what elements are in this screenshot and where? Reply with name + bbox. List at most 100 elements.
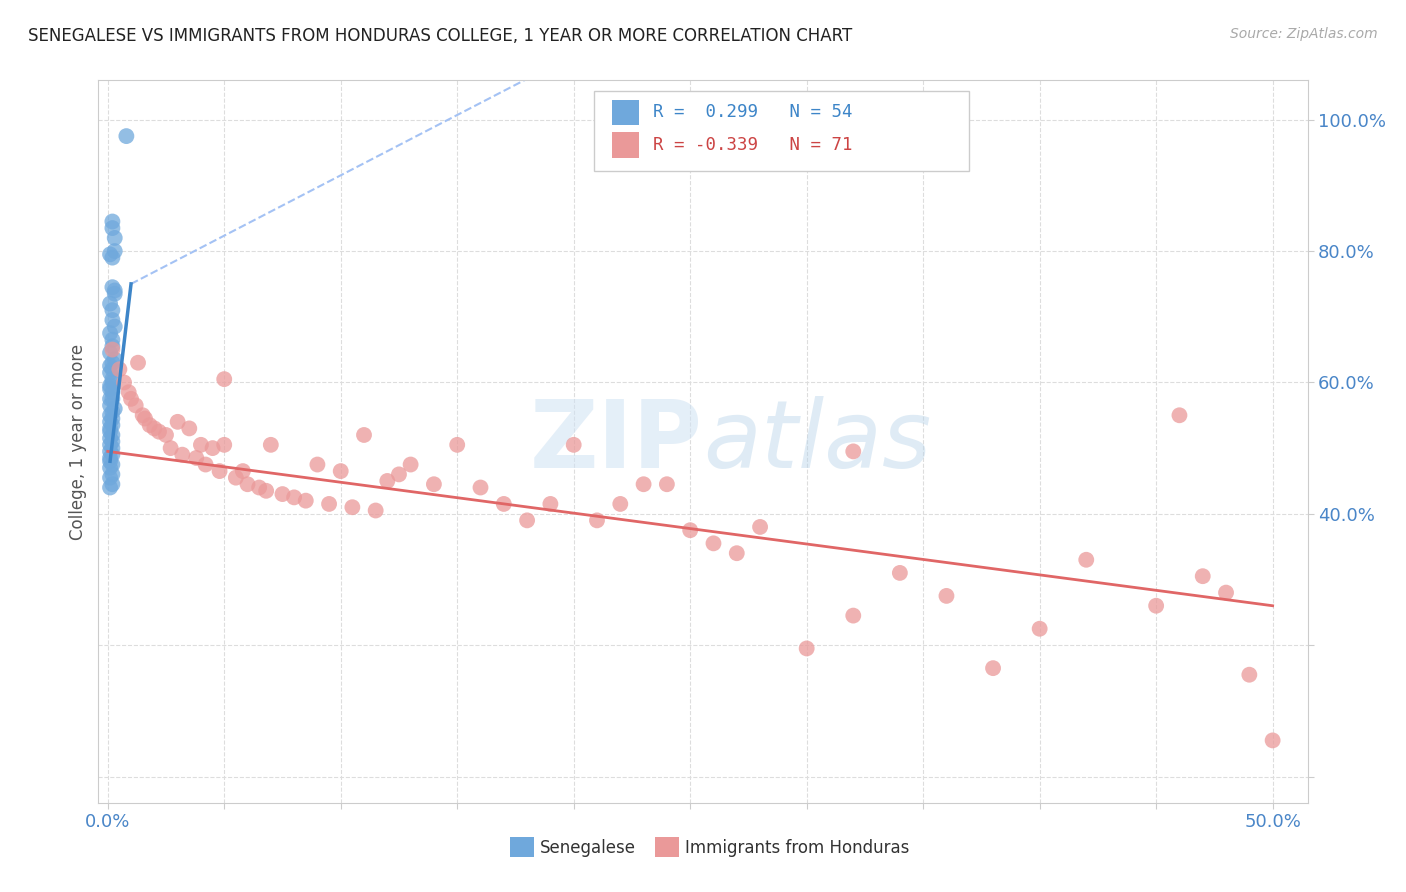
Text: Source: ZipAtlas.com: Source: ZipAtlas.com	[1230, 27, 1378, 41]
Point	[104, 284, 127, 298]
Point	[935, 589, 957, 603]
Point	[186, 450, 208, 465]
Point	[388, 467, 411, 482]
Point	[101, 280, 124, 294]
Point	[101, 214, 124, 228]
Point	[842, 444, 865, 458]
Point	[538, 497, 561, 511]
Point	[104, 319, 127, 334]
Point	[212, 438, 235, 452]
Point	[236, 477, 259, 491]
Point	[609, 497, 631, 511]
Point	[260, 438, 283, 452]
Point	[155, 428, 177, 442]
Point	[101, 221, 124, 235]
Point	[1191, 569, 1213, 583]
Point	[1261, 733, 1284, 747]
Point	[796, 641, 818, 656]
Point	[1168, 409, 1191, 423]
Point	[101, 333, 124, 347]
Point	[138, 418, 160, 433]
Point	[159, 441, 181, 455]
Point	[101, 428, 124, 442]
Text: atlas: atlas	[703, 396, 931, 487]
FancyBboxPatch shape	[509, 837, 534, 857]
Point	[725, 546, 748, 560]
Point	[423, 477, 446, 491]
Point	[101, 477, 124, 491]
Point	[470, 481, 492, 495]
Point	[98, 366, 121, 380]
Point	[143, 421, 166, 435]
Point	[98, 444, 121, 458]
FancyBboxPatch shape	[655, 837, 679, 857]
Point	[104, 231, 127, 245]
Point	[101, 339, 124, 353]
Point	[101, 418, 124, 433]
Text: Immigrants from Honduras: Immigrants from Honduras	[685, 838, 910, 856]
Point	[329, 464, 352, 478]
Point	[399, 458, 422, 472]
Point	[271, 487, 294, 501]
Point	[981, 661, 1004, 675]
Point	[101, 411, 124, 425]
Point	[98, 382, 121, 396]
Point	[225, 470, 247, 484]
Point	[125, 398, 148, 412]
Point	[104, 401, 127, 416]
Point	[232, 464, 254, 478]
Point	[98, 326, 121, 340]
Point	[179, 421, 201, 435]
Text: ZIP: ZIP	[530, 395, 703, 488]
Point	[1076, 553, 1098, 567]
Point	[118, 385, 141, 400]
Point	[98, 450, 121, 465]
Point	[633, 477, 655, 491]
Point	[749, 520, 772, 534]
Point	[98, 415, 121, 429]
Point	[364, 503, 387, 517]
FancyBboxPatch shape	[613, 132, 638, 158]
Point	[101, 343, 124, 357]
Point	[101, 251, 124, 265]
Point	[101, 362, 124, 376]
Point	[375, 474, 398, 488]
Point	[318, 497, 340, 511]
Point	[101, 303, 124, 318]
Point	[101, 405, 124, 419]
Point	[101, 467, 124, 482]
Point	[104, 352, 127, 367]
Point	[98, 431, 121, 445]
Point	[98, 454, 121, 468]
Point	[98, 398, 121, 412]
Point	[190, 438, 212, 452]
Point	[101, 356, 124, 370]
Point	[98, 438, 121, 452]
Point	[101, 441, 124, 455]
FancyBboxPatch shape	[613, 100, 638, 125]
Point	[134, 411, 156, 425]
Point	[1028, 622, 1050, 636]
Point	[101, 448, 124, 462]
Point	[353, 428, 375, 442]
Point	[98, 425, 121, 439]
Point	[194, 458, 217, 472]
Text: R =  0.299   N = 54: R = 0.299 N = 54	[654, 103, 853, 121]
Point	[98, 247, 121, 261]
Point	[131, 409, 153, 423]
Point	[98, 481, 121, 495]
Point	[101, 372, 124, 386]
FancyBboxPatch shape	[595, 91, 969, 170]
Point	[104, 286, 127, 301]
Point	[842, 608, 865, 623]
Point	[101, 385, 124, 400]
Point	[342, 500, 364, 515]
Y-axis label: College, 1 year or more: College, 1 year or more	[69, 343, 87, 540]
Text: R = -0.339   N = 71: R = -0.339 N = 71	[654, 136, 853, 153]
Point	[655, 477, 678, 491]
Point	[101, 376, 124, 390]
Point	[120, 392, 142, 406]
Point	[212, 372, 235, 386]
Point	[1239, 667, 1261, 681]
Point	[108, 362, 131, 376]
